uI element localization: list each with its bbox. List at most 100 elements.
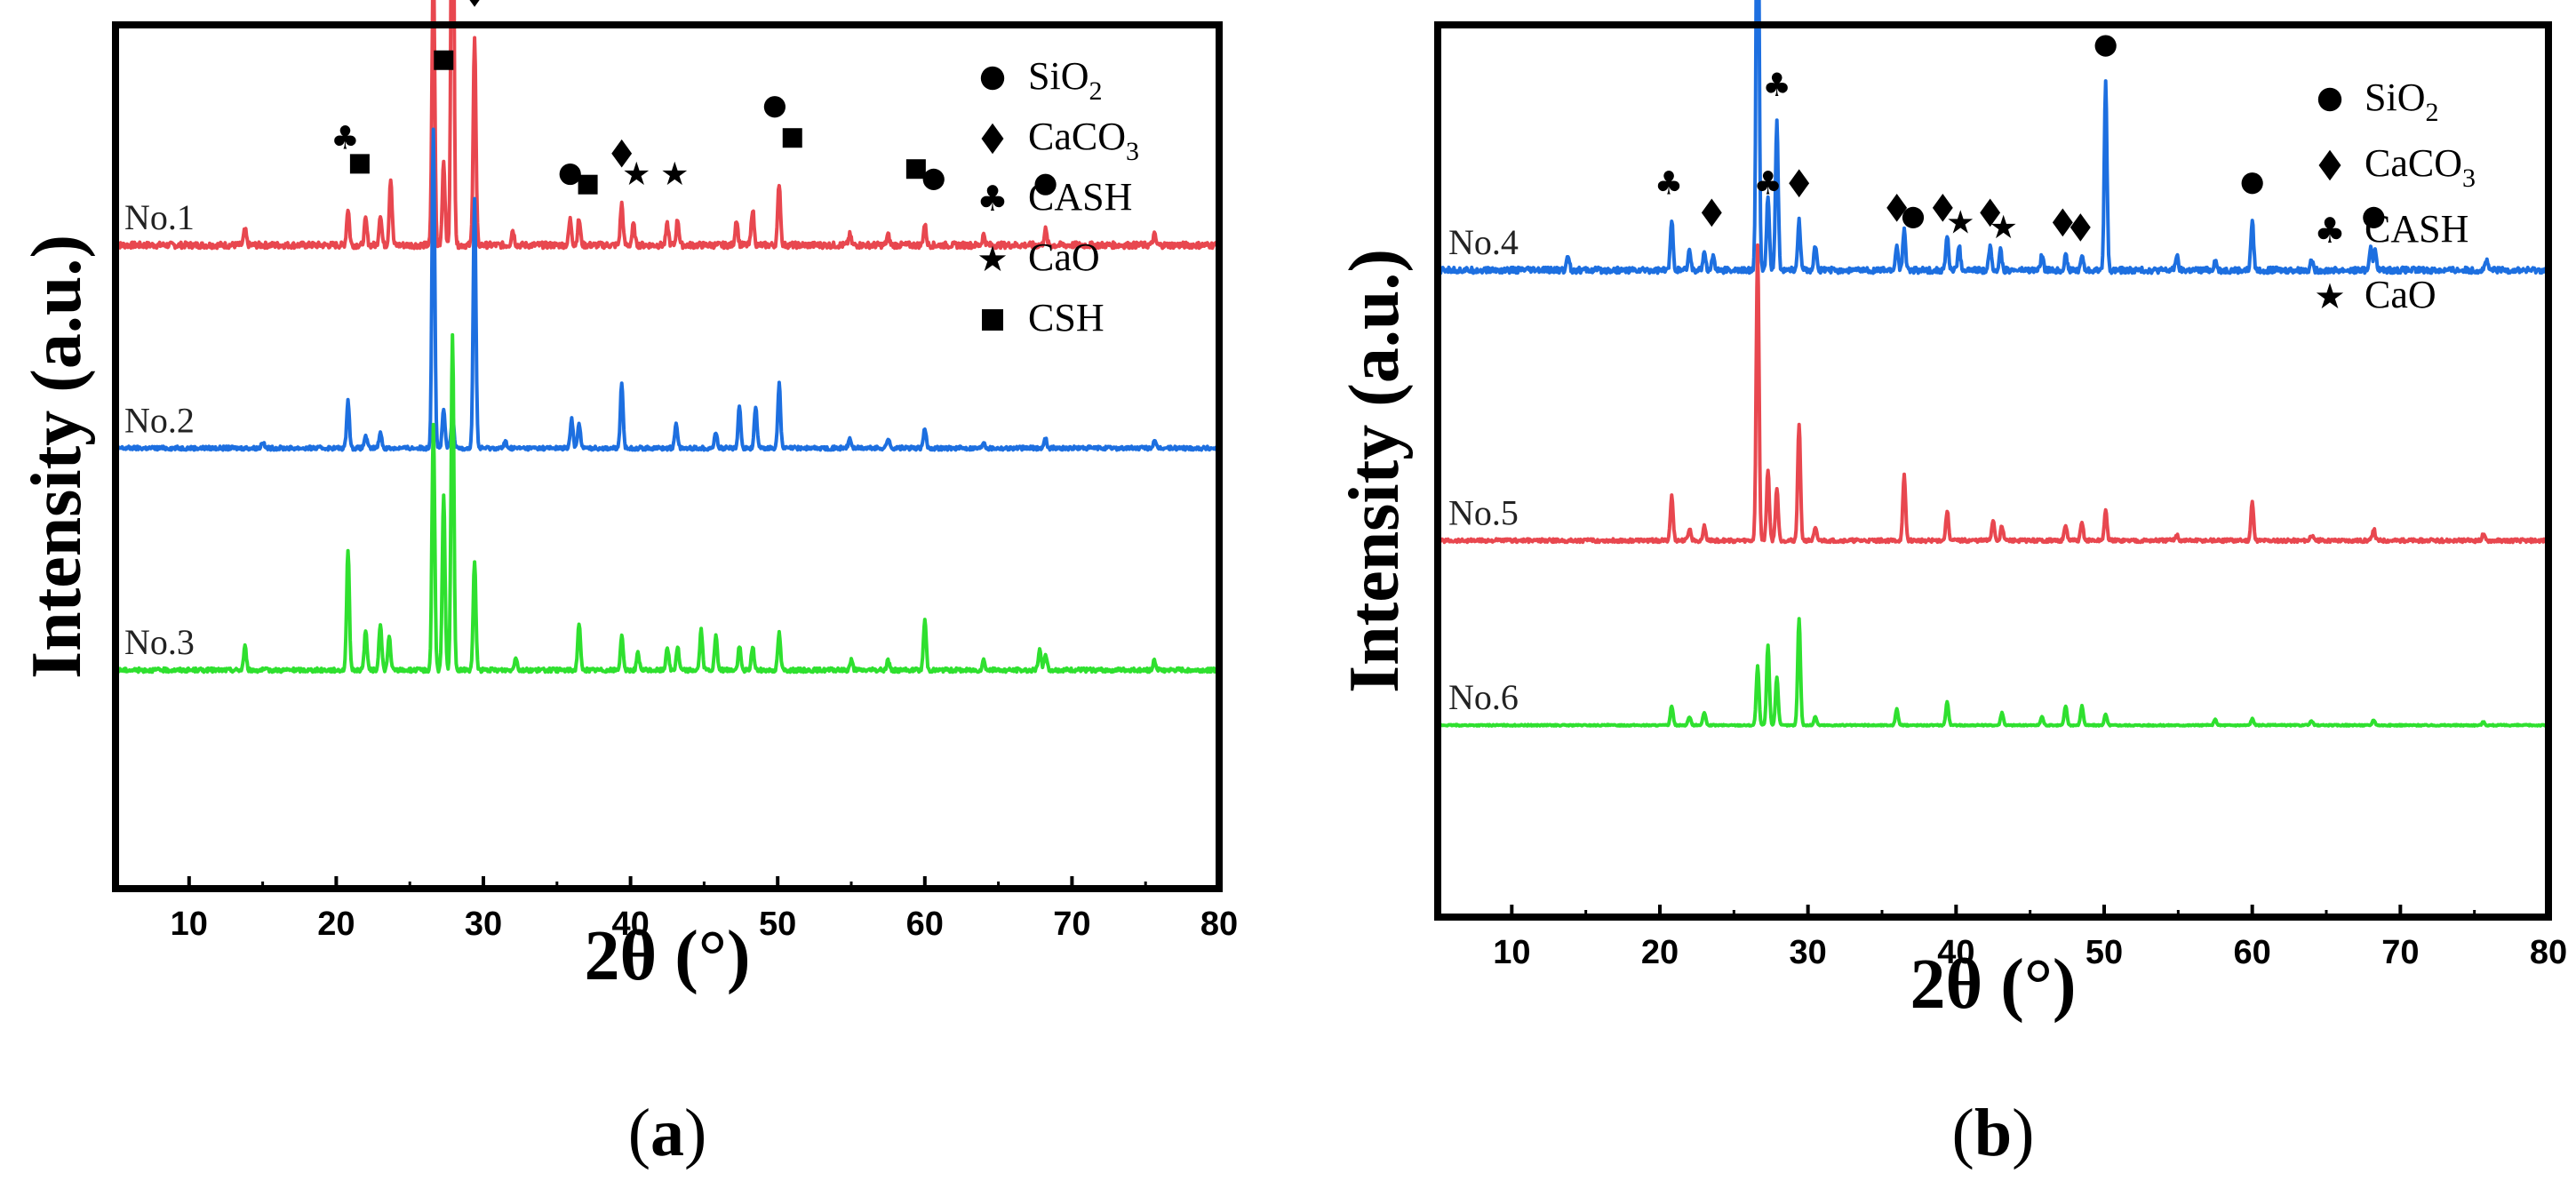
legend-b: SiO2 CaCO3 ♣ CASH ★ CaO — [2314, 76, 2476, 317]
caption-open-b: ( — [1952, 1096, 1974, 1170]
caption-open-a: ( — [628, 1096, 650, 1170]
x-tick-label: 40 — [611, 906, 649, 943]
x-tick-label: 50 — [759, 906, 796, 943]
phase-marker-diamond — [1886, 193, 1908, 222]
sample-label: No.4 — [1448, 222, 1519, 262]
x-tick-label: 10 — [171, 906, 208, 943]
phase-marker-club: ♣ — [331, 118, 360, 156]
phase-marker-diamond — [1980, 198, 2001, 227]
caption-close-a: ) — [684, 1096, 706, 1170]
sample-labels-a: No.1 No.2 No.3 — [124, 197, 195, 662]
panel-b: ♣ ♣ ♣ ★ ★ 10 20 30 40 50 60 70 80 SiO2 CaCO3 ♣ CASH ★ Ca… — [1336, 0, 2567, 1170]
x-tick-label: 60 — [2234, 934, 2271, 971]
tick-layer-b: 10 20 30 40 50 60 70 80 — [1436, 905, 2567, 971]
panel-caption-b: (b) — [1952, 1096, 2035, 1170]
phase-marker-square — [349, 154, 370, 174]
phase-marker-square — [782, 128, 802, 148]
legend-marker-star: ★ — [2314, 276, 2345, 317]
legend-label: CaCO3 — [1028, 115, 1139, 166]
phase-marker-star: ★ — [1946, 203, 1975, 242]
phase-marker-circle — [1034, 173, 1057, 196]
plot-frame-a — [112, 21, 1223, 892]
x-tick-label: 80 — [1200, 906, 1238, 943]
legend-label: SiO2 — [1028, 54, 1102, 106]
legend-label: SiO2 — [2365, 76, 2438, 127]
x-tick-label: 30 — [1790, 934, 1827, 971]
caption-letter-a: a — [650, 1096, 684, 1170]
panel-caption-a: (a) — [628, 1096, 707, 1170]
series-line-no5 — [1436, 243, 2550, 545]
x-tick-label: 50 — [2086, 934, 2123, 971]
tick-layer-a: 10 20 30 40 50 60 70 80 — [114, 876, 1238, 943]
phase-marker-circle — [2241, 172, 2263, 195]
legend-marker-club: ♣ — [2314, 211, 2345, 251]
series-line-no1 — [114, 0, 1221, 251]
legend-marker-circle — [2317, 87, 2342, 112]
phase-marker-circle — [763, 96, 786, 118]
x-tick-label: 70 — [2381, 934, 2419, 971]
series-line-no2 — [114, 127, 1221, 452]
phase-marker-square — [905, 159, 926, 180]
legend-marker-star: ★ — [977, 239, 1008, 280]
x-axis-title-b: 2θ (°) — [1910, 946, 2076, 1024]
legend-marker-diamond — [981, 123, 1004, 155]
phase-marker-club: ♣ — [1753, 164, 1782, 202]
phase-marker-square — [578, 174, 598, 195]
sample-label: No.6 — [1448, 677, 1519, 717]
sample-label: No.3 — [124, 622, 195, 662]
sample-label: No.5 — [1448, 492, 1519, 532]
series-layer-b — [1436, 0, 2550, 728]
phase-marker-diamond — [2070, 213, 2091, 242]
phase-marker-circle — [922, 168, 945, 190]
sample-label: No.1 — [124, 197, 195, 237]
y-axis-title-b: Intensity (a.u.) — [1336, 249, 1414, 693]
series-layer-a — [114, 0, 1221, 674]
phase-marker-circle — [1902, 206, 1925, 228]
phase-marker-star: ★ — [622, 155, 651, 193]
legend-label: CSH — [1028, 296, 1105, 339]
legend-label: CaO — [1028, 235, 1100, 279]
sample-label: No.2 — [124, 400, 195, 440]
x-tick-label: 20 — [1641, 934, 1679, 971]
phase-marker-square — [434, 50, 454, 70]
legend-a: SiO2 CaCO3 ♣ CASH ★ CaO CSH — [977, 54, 1139, 339]
legend-label: CaCO3 — [2365, 141, 2476, 193]
phase-marker-circle — [2094, 35, 2117, 57]
x-tick-label: 40 — [1937, 934, 1974, 971]
x-tick-label: 20 — [317, 906, 355, 943]
series-line-no6 — [1436, 617, 2550, 728]
phase-marker-club: ♣ — [1655, 164, 1684, 202]
y-axis-title-a: Intensity (a.u.) — [18, 235, 96, 679]
legend-marker-square — [982, 309, 1003, 331]
legend-label: CASH — [2365, 207, 2468, 251]
x-tick-label: 30 — [465, 906, 502, 943]
legend-marker-diamond — [2318, 149, 2341, 181]
x-tick-label: 10 — [1493, 934, 1530, 971]
marker-layer-b: ♣ ♣ ♣ ★ ★ — [1655, 35, 2385, 246]
caption-close-b: ) — [2012, 1096, 2034, 1170]
x-axis-title-a: 2θ (°) — [584, 917, 750, 995]
x-tick-label: 80 — [2530, 934, 2567, 971]
series-line-no4 — [1436, 0, 2550, 275]
phase-marker-circle — [559, 163, 581, 186]
legend-marker-club: ♣ — [977, 179, 1008, 219]
phase-marker-star: ★ — [660, 155, 690, 193]
phase-marker-diamond — [1701, 198, 1722, 227]
phase-marker-circle — [2363, 206, 2385, 228]
phase-marker-diamond — [1789, 169, 1810, 198]
legend-marker-circle — [980, 66, 1005, 91]
phase-marker-club: ♣ — [1762, 66, 1791, 104]
x-tick-label: 70 — [1053, 906, 1090, 943]
phase-marker-diamond — [611, 139, 633, 168]
marker-layer-a: ♣♣★★ — [331, 0, 1057, 196]
legend-label: CaO — [2365, 273, 2436, 316]
phase-marker-diamond — [1932, 193, 1953, 222]
x-tick-label: 60 — [906, 906, 944, 943]
phase-marker-star: ★ — [1989, 208, 2018, 246]
plot-frame-b — [1434, 21, 2552, 921]
phase-marker-diamond — [469, 0, 480, 7]
caption-letter-b: b — [1974, 1096, 2012, 1170]
series-line-no3 — [114, 332, 1221, 674]
